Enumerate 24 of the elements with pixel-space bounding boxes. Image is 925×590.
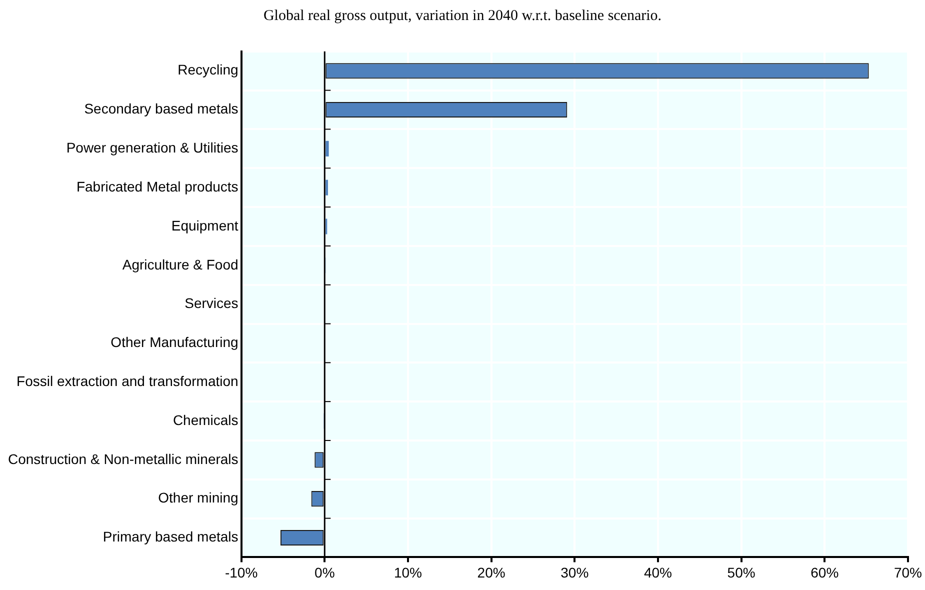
y-tick-label: Equipment — [171, 217, 238, 234]
y-tick-label: Power generation & Utilities — [66, 140, 238, 156]
x-tick-label: 40% — [644, 564, 672, 580]
y-tick-label: Other Manufacturing — [110, 334, 238, 350]
bar — [326, 140, 329, 156]
y-tick-label: Recycling — [178, 62, 238, 78]
chart-title: Global real gross output, variation in 2040 w.r.t. baseline scenario. — [262, 8, 663, 25]
y-tick-label: Primary based metals — [102, 528, 238, 545]
x-tick-label: 30% — [560, 564, 589, 580]
y-tick-label: Services — [184, 295, 238, 312]
y-tick-label: Agriculture & Food — [122, 256, 238, 272]
y-tick-label: Construction & Non-metallic minerals — [8, 450, 238, 467]
y-tick-label: Fabricated Metal products — [76, 178, 238, 194]
y-tick-label: Fossil extraction and transformation — [16, 372, 238, 389]
x-tick-label: 50% — [727, 564, 756, 580]
y-tick-label: Other mining — [158, 490, 238, 506]
x-tick-label: 60% — [810, 564, 839, 580]
x-tick-label: 20% — [477, 564, 506, 580]
x-tick-label: -10% — [224, 564, 258, 580]
x-tick-label: 0% — [314, 564, 335, 580]
y-tick-label: Chemicals — [172, 412, 238, 428]
x-tick-label: 10% — [394, 564, 422, 580]
y-tick-label: Secondary based metals — [84, 100, 238, 117]
x-tick-label: 70% — [894, 564, 922, 580]
